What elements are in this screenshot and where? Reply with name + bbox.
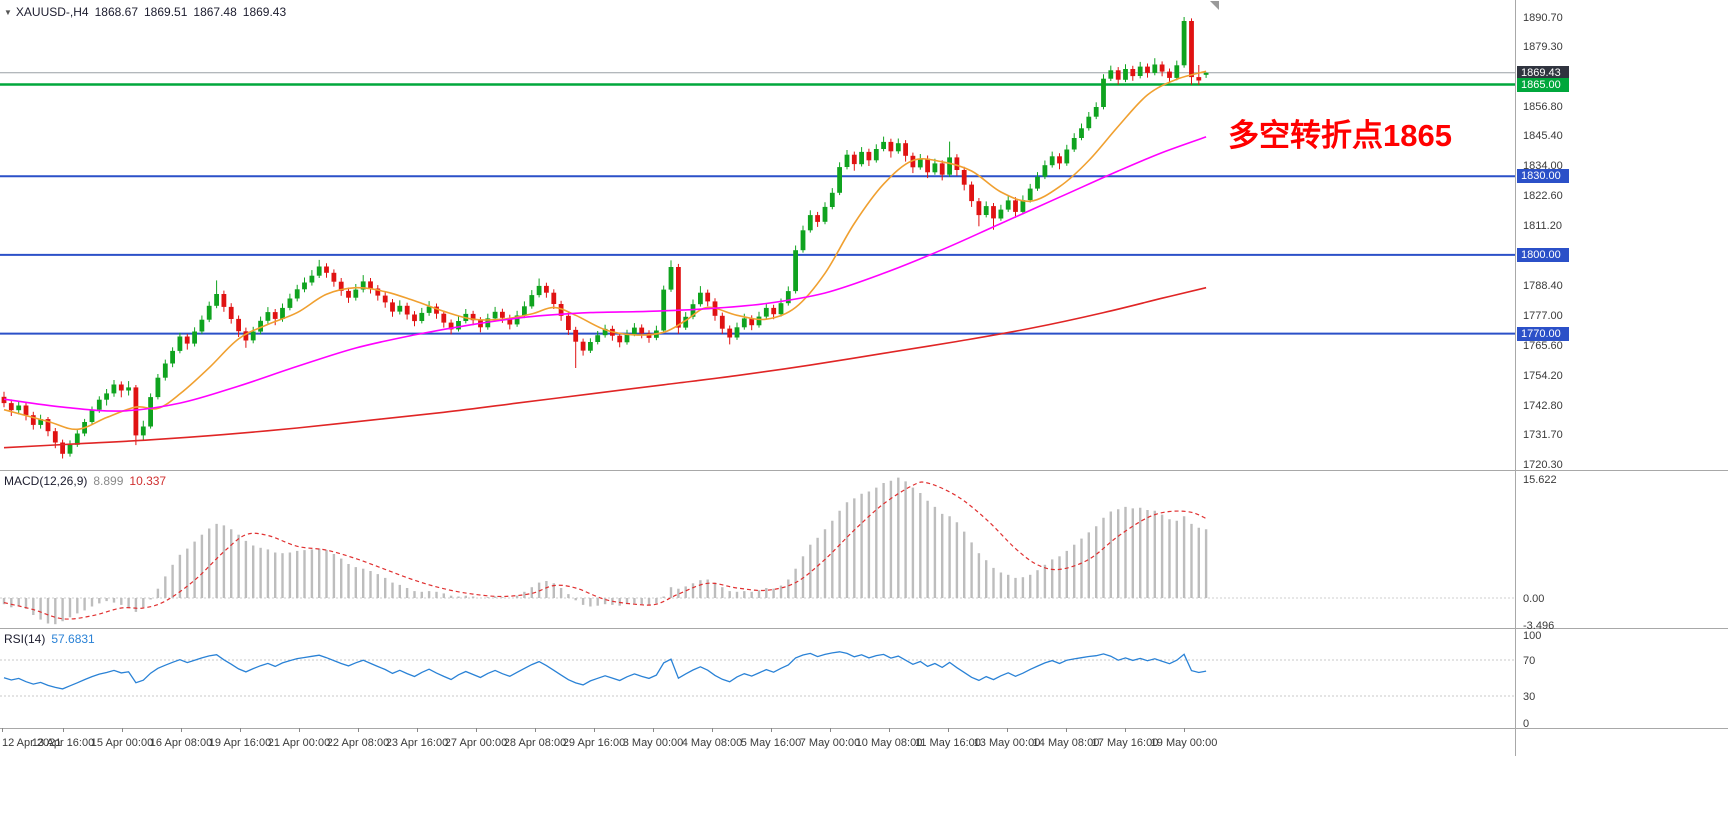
time-axis-label: 13 May 00:00 — [973, 737, 1041, 749]
time-axis-tick — [63, 728, 64, 732]
price-axis-label: 1845.40 — [1523, 130, 1563, 143]
time-axis-tick — [1066, 728, 1067, 732]
ma-fast-line — [3, 70, 1207, 431]
time-axis-label: 7 May 00:00 — [799, 737, 861, 749]
rsi-label: RSI(14) 57.6831 — [4, 632, 95, 646]
main-chart-panel[interactable] — [0, 0, 1728, 470]
price-scale[interactable]: 1890.70 1879.30 1856.80 1845.40 1834.00 1822.… — [1515, 0, 1728, 756]
time-axis-label: 22 Apr 08:00 — [326, 737, 390, 749]
level-price-tag: 1770.00 — [1517, 326, 1569, 341]
time-axis-tick — [594, 728, 595, 732]
time-axis-label: 19 May 00:00 — [1150, 737, 1218, 749]
time-axis-label: 14 May 08:00 — [1032, 737, 1100, 749]
chart-shift-marker-icon[interactable] — [1210, 1, 1219, 10]
macd-signal-value: 10.337 — [129, 474, 167, 488]
annotation-text: 多空转折点1865 — [1228, 118, 1452, 153]
quote-open: 1868.67 — [94, 5, 138, 19]
time-axis-tick — [1007, 728, 1008, 732]
ma-mid-line — [3, 136, 1207, 412]
time-axis-label: 12 Apr 2021 — [2, 737, 62, 749]
time-axis-tick — [712, 728, 713, 732]
rsi-axis-label: 30 — [1523, 690, 1536, 703]
level-price-tag: 1800.00 — [1517, 247, 1569, 262]
price-axis-label: 1822.60 — [1523, 190, 1563, 203]
time-axis-label: 5 May 16:00 — [740, 737, 802, 749]
time-axis-label: 3 May 00:00 — [622, 737, 684, 749]
time-axis-label: 11 May 16:00 — [915, 737, 981, 749]
time-axis-label: 28 Apr 08:00 — [503, 737, 567, 749]
time-axis-tick — [535, 728, 536, 732]
macd-signal-line — [3, 481, 1207, 620]
time-axis-label: 21 Apr 00:00 — [267, 737, 331, 749]
time-axis-tick — [1184, 728, 1185, 732]
time-axis-tick — [771, 728, 772, 732]
candlestick-series — [1, 17, 1209, 459]
price-axis-label: 1731.70 — [1523, 428, 1563, 441]
price-axis-label: 1811.20 — [1523, 220, 1562, 233]
chart-title: ▼ XAUUSD-,H4 1868.67 1869.51 1867.48 1869.43 — [4, 5, 286, 19]
macd-label: MACD(12,26,9) 8.899 10.337 — [4, 474, 166, 488]
time-axis-label: 17 May 16:00 — [1091, 737, 1159, 749]
quote-close: 1869.43 — [242, 5, 287, 19]
time-axis-tick — [240, 728, 241, 732]
price-axis-label: 1754.20 — [1523, 369, 1563, 382]
macd-axis-label: -3.496 — [1523, 619, 1555, 632]
time-axis-label: 23 Apr 16:00 — [385, 737, 449, 749]
price-axis-label: 1879.30 — [1523, 41, 1563, 54]
macd-axis-label: 0.00 — [1523, 592, 1545, 605]
rsi-line — [3, 651, 1207, 690]
price-axis-label: 1890.70 — [1523, 11, 1563, 24]
time-axis[interactable]: 12 Apr 2021 13 Apr 16:00 15 Apr 00:00 16 Ap… — [0, 728, 1515, 756]
price-axis-label: 1765.60 — [1523, 339, 1563, 352]
macd-axis-label: 15.622 — [1523, 474, 1557, 486]
symbol-period-label: XAUUSD-,H4 — [15, 5, 89, 19]
time-axis-tick — [830, 728, 831, 732]
time-axis-tick — [358, 728, 359, 732]
panel-divider[interactable] — [0, 470, 1728, 471]
level-price-tag: 1830.00 — [1517, 169, 1569, 184]
time-axis-tick — [889, 728, 890, 732]
time-axis-tick — [2, 728, 3, 732]
time-axis-label: 4 May 08:00 — [681, 737, 743, 749]
level-price-tag: 1865.00 — [1517, 77, 1569, 92]
symbol-dropdown-icon[interactable]: ▼ — [4, 8, 12, 17]
quote-low: 1867.48 — [193, 5, 237, 19]
price-axis-label: 1856.80 — [1523, 100, 1563, 113]
quote-high: 1869.51 — [144, 5, 188, 19]
time-axis-label: 10 May 08:00 — [855, 737, 923, 749]
macd-panel[interactable] — [0, 470, 1728, 628]
rsi-axis-label: 70 — [1523, 654, 1536, 667]
time-axis-tick — [417, 728, 418, 732]
macd-histogram — [2, 477, 1208, 625]
time-axis-label: 13 Apr 16:00 — [31, 737, 95, 749]
price-axis-label: 1742.80 — [1523, 399, 1563, 412]
time-axis-tick — [653, 728, 654, 732]
time-axis-label: 15 Apr 00:00 — [90, 737, 154, 749]
macd-main-value: 8.899 — [93, 474, 124, 488]
time-axis-tick — [181, 728, 182, 732]
time-axis-label: 16 Apr 08:00 — [149, 737, 213, 749]
price-axis-label: 1788.40 — [1523, 279, 1563, 292]
rsi-axis-label: 100 — [1523, 630, 1542, 642]
time-axis-label: 27 Apr 00:00 — [444, 737, 508, 749]
time-axis-label: 19 Apr 16:00 — [208, 737, 272, 749]
panel-divider[interactable] — [0, 628, 1728, 629]
time-axis-tick — [948, 728, 949, 732]
time-axis-tick — [476, 728, 477, 732]
time-axis-tick — [122, 728, 123, 732]
price-axis-label: 1777.00 — [1523, 309, 1563, 322]
price-axis-label: 1720.30 — [1523, 458, 1563, 471]
rsi-axis-label: 0 — [1523, 717, 1530, 730]
rsi-panel[interactable] — [0, 628, 1728, 728]
ma-slow-line — [3, 286, 1207, 449]
time-axis-tick — [1125, 728, 1126, 732]
time-axis-label: 29 Apr 16:00 — [562, 737, 626, 749]
time-axis-tick — [299, 728, 300, 732]
rsi-value: 57.6831 — [51, 632, 95, 646]
panel-divider[interactable] — [0, 728, 1728, 729]
macd-name: MACD(12,26,9) — [4, 474, 88, 488]
rsi-name: RSI(14) — [4, 632, 46, 646]
last-price-tag: 1869.43 — [1517, 65, 1569, 80]
